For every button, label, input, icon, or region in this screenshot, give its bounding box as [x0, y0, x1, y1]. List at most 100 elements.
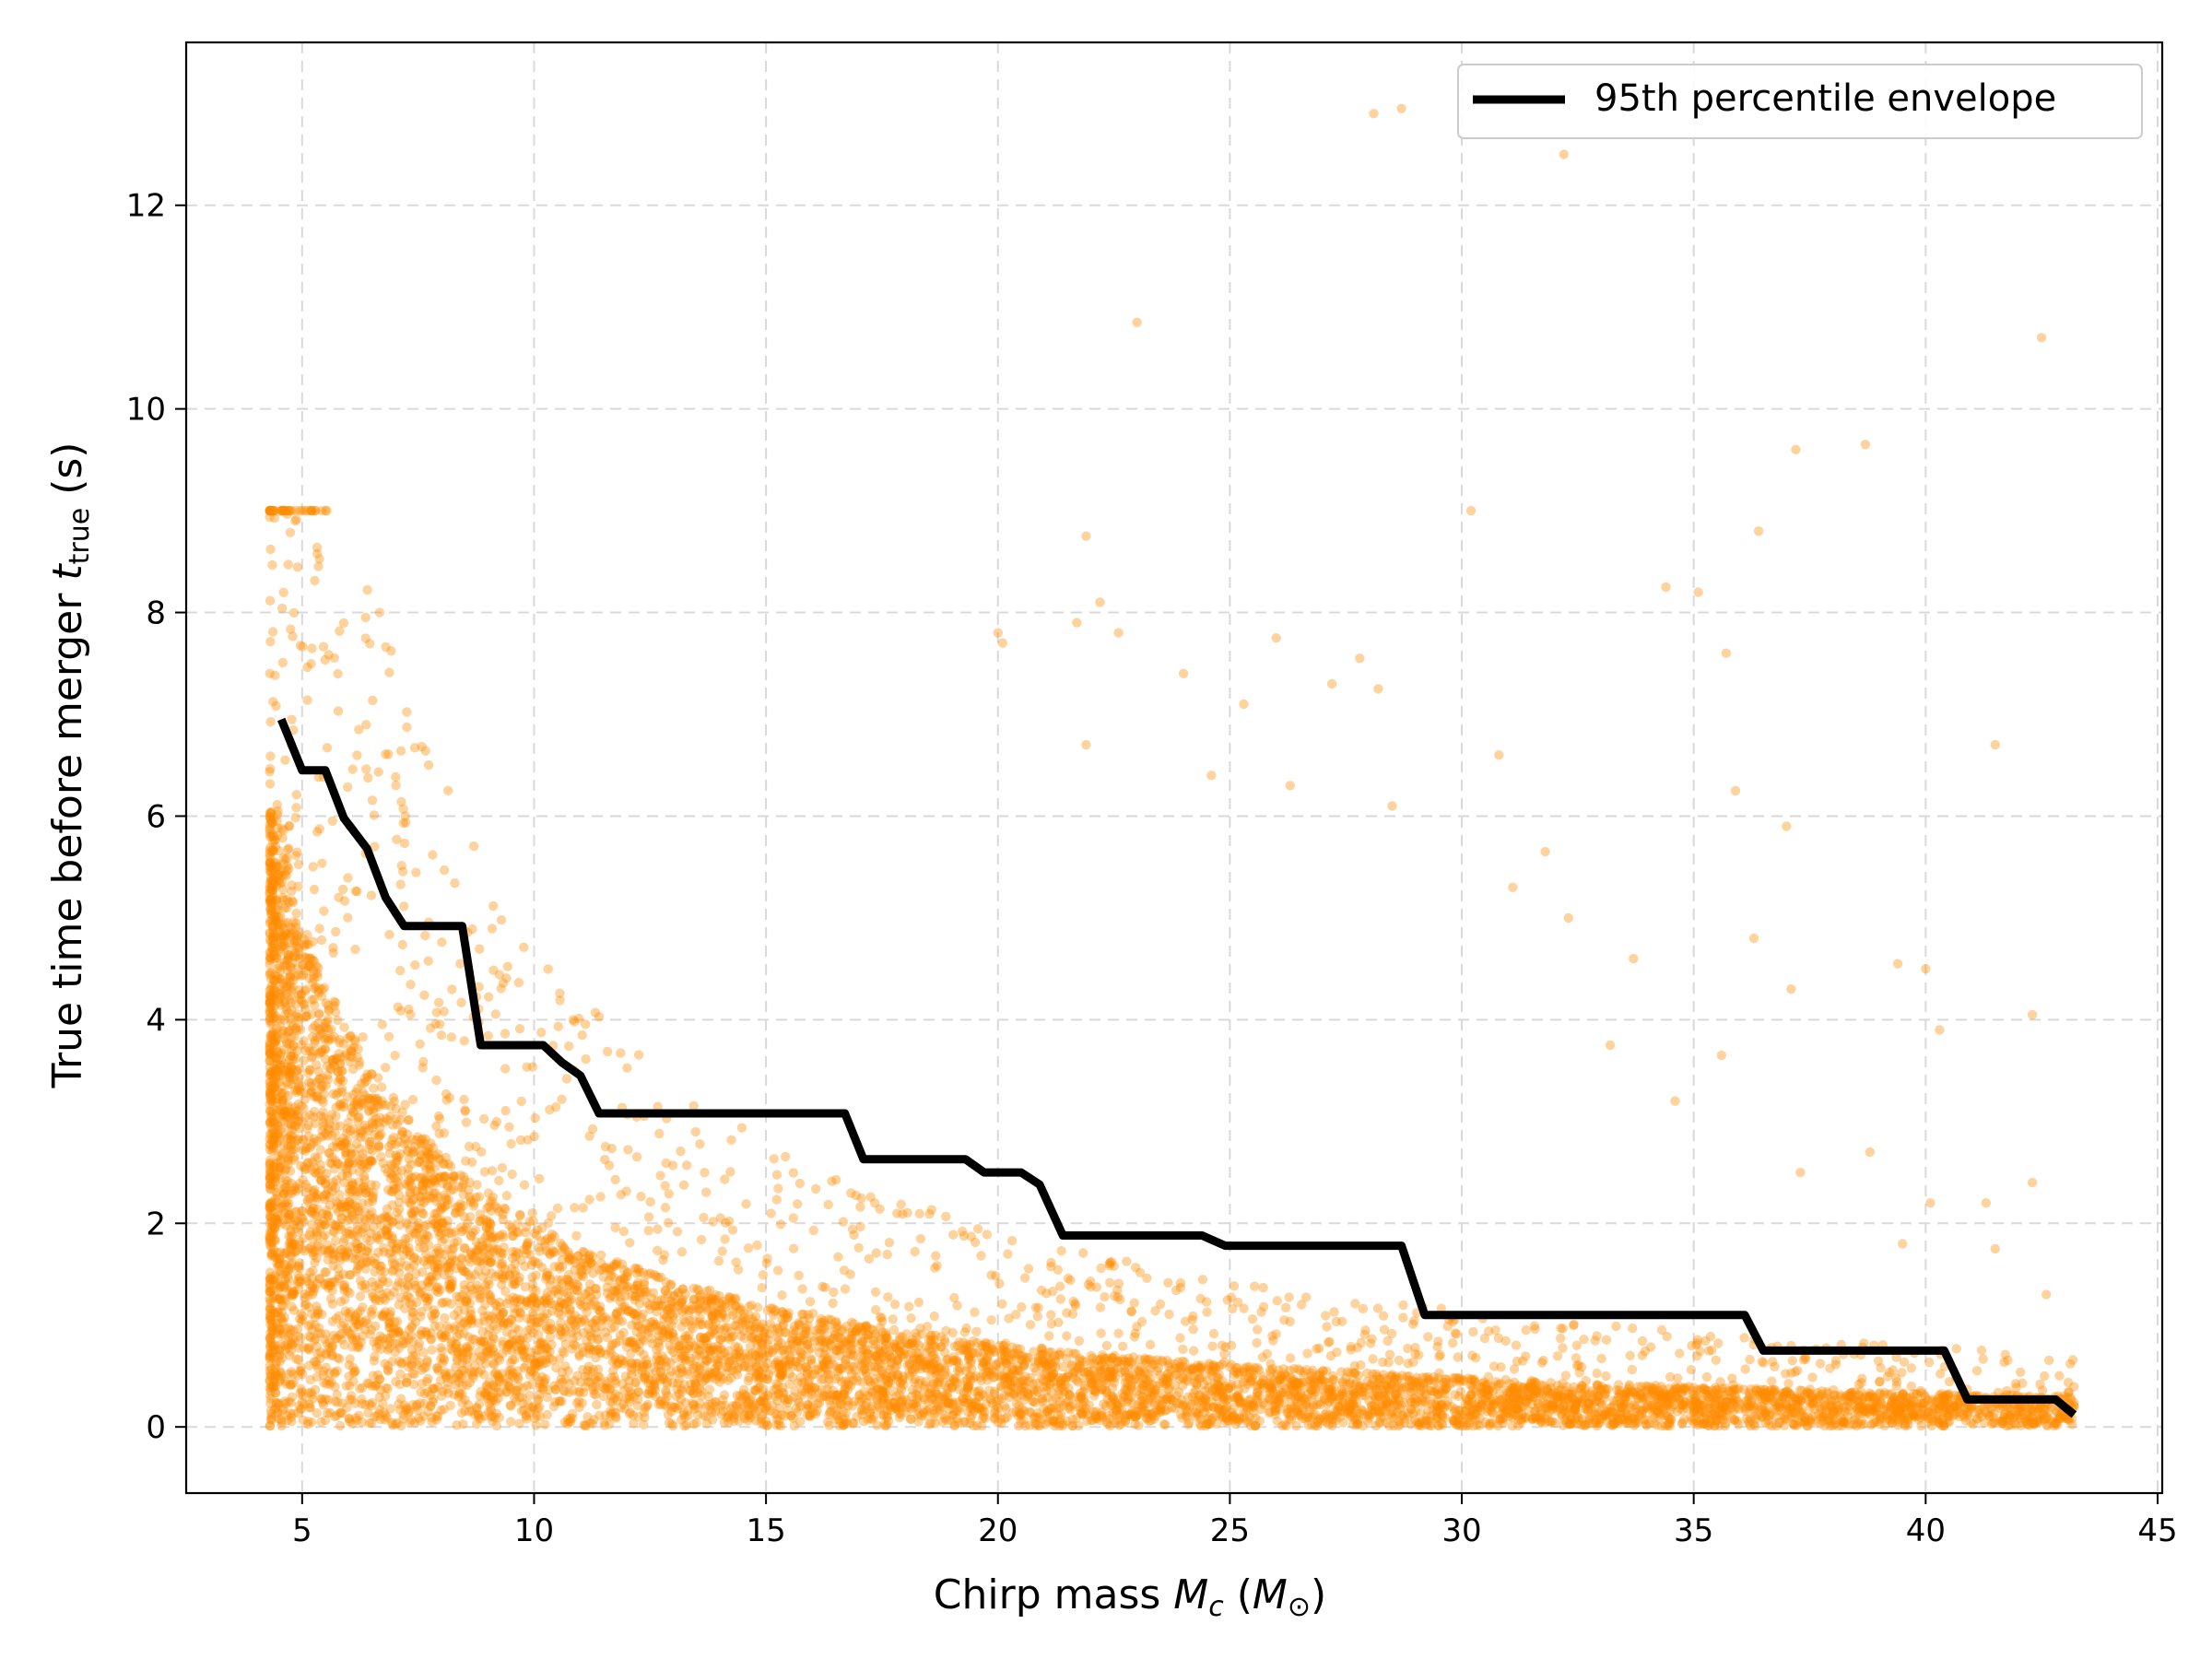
scatter-point [266, 1107, 277, 1117]
scatter-point [526, 1295, 536, 1305]
scatter-point [273, 1329, 284, 1339]
scatter-point [1830, 1356, 1841, 1366]
scatter-point [897, 1332, 907, 1342]
scatter-point [681, 1160, 692, 1171]
scatter-point [1049, 1372, 1060, 1383]
scatter-point [1448, 1338, 1458, 1348]
scatter-point [788, 1213, 798, 1223]
scatter-point [347, 764, 358, 774]
scatter-point [535, 1173, 545, 1184]
scatter-point [952, 1365, 963, 1376]
scatter-point [1942, 1407, 1952, 1418]
scatter-point [1188, 1346, 1199, 1356]
scatter-point [1316, 1374, 1326, 1384]
scatter-point [1754, 1410, 1764, 1420]
scatter-point [352, 750, 362, 760]
scatter-point [816, 1374, 827, 1385]
scatter-point [366, 890, 377, 900]
scatter-point [1006, 1236, 1018, 1246]
scatter-point [453, 1370, 464, 1380]
scatter-point [364, 1399, 375, 1409]
scatter-point [1129, 1374, 1140, 1385]
scatter-point [686, 1321, 697, 1331]
scatter-point [265, 595, 276, 606]
scatter-point [1493, 1420, 1503, 1431]
scatter-point [1122, 1256, 1132, 1266]
scatter-point [663, 1218, 674, 1228]
scatter-point [712, 1309, 723, 1319]
scatter-point [363, 772, 373, 783]
scatter-point [292, 934, 302, 944]
scatter-point [269, 932, 279, 942]
scatter-point [437, 937, 447, 947]
scatter-point [715, 1371, 725, 1382]
scatter-point [624, 1408, 635, 1419]
scatter-point [766, 1208, 776, 1218]
scatter-point [265, 751, 276, 761]
scatter-point [382, 1230, 392, 1241]
scatter-point [1033, 1353, 1044, 1363]
scatter-point [376, 1220, 386, 1230]
scatter-point [1187, 1364, 1197, 1375]
scatter-point [298, 1415, 308, 1425]
scatter-point [611, 1315, 621, 1325]
scatter-point [288, 1334, 299, 1344]
scatter-point [918, 1407, 929, 1418]
scatter-point [427, 1345, 437, 1355]
scatter-point [677, 1367, 688, 1377]
scatter-point [884, 1238, 895, 1248]
scatter-point [600, 1141, 611, 1152]
scatter-point [1038, 1396, 1048, 1406]
scatter-point [774, 1327, 784, 1338]
scatter-point [312, 1060, 322, 1070]
scatter-point [533, 1258, 543, 1269]
scatter-point [1619, 1399, 1630, 1409]
scatter-point [1731, 1394, 1742, 1404]
scatter-point [577, 1270, 587, 1280]
scatter-point [494, 1175, 504, 1186]
scatter-point [507, 1169, 517, 1180]
scatter-point [1721, 1397, 1732, 1407]
scatter-point [668, 1315, 678, 1325]
scatter-point [382, 1412, 392, 1423]
scatter-point [1686, 1365, 1697, 1375]
scatter-point [771, 1194, 782, 1205]
scatter-point [1019, 1273, 1030, 1283]
scatter-point [1631, 1414, 1641, 1424]
scatter-point [502, 961, 512, 971]
scatter-point [1532, 1385, 1542, 1395]
scatter-point [280, 755, 290, 765]
scatter-point [941, 1211, 951, 1222]
scatter-point [1398, 1312, 1408, 1323]
scatter-point [436, 1030, 447, 1041]
scatter-point [1869, 1406, 1879, 1417]
scatter-point [2035, 1401, 2045, 1412]
scatter-point [529, 1131, 539, 1142]
scatter-point [458, 1265, 468, 1277]
scatter-point [283, 952, 294, 962]
scatter-point [267, 1098, 278, 1109]
scatter-point [322, 1061, 333, 1071]
scatter-point [1307, 1392, 1317, 1403]
scatter-point [1204, 1359, 1214, 1369]
scatter-point [519, 1405, 529, 1416]
scatter-point [1464, 1420, 1474, 1430]
scatter-point [433, 1111, 444, 1122]
scatter-point [838, 1217, 849, 1227]
scatter-point [1274, 1395, 1285, 1406]
scatter-point [447, 984, 457, 994]
scatter-point [1302, 1348, 1312, 1359]
scatter-point [924, 1389, 934, 1399]
scatter-point [300, 1045, 311, 1056]
scatter-point [1659, 1394, 1669, 1404]
scatter-point [358, 1032, 368, 1042]
scatter-point [1601, 1371, 1611, 1382]
scatter-point [451, 1343, 461, 1353]
scatter-point [859, 1386, 869, 1397]
scatter-point [1450, 1415, 1460, 1425]
scatter-point [584, 1194, 594, 1205]
scatter-point [598, 1313, 608, 1324]
scatter-point [314, 1049, 324, 1059]
scatter-point [532, 1298, 542, 1309]
scatter-point [626, 1365, 637, 1375]
